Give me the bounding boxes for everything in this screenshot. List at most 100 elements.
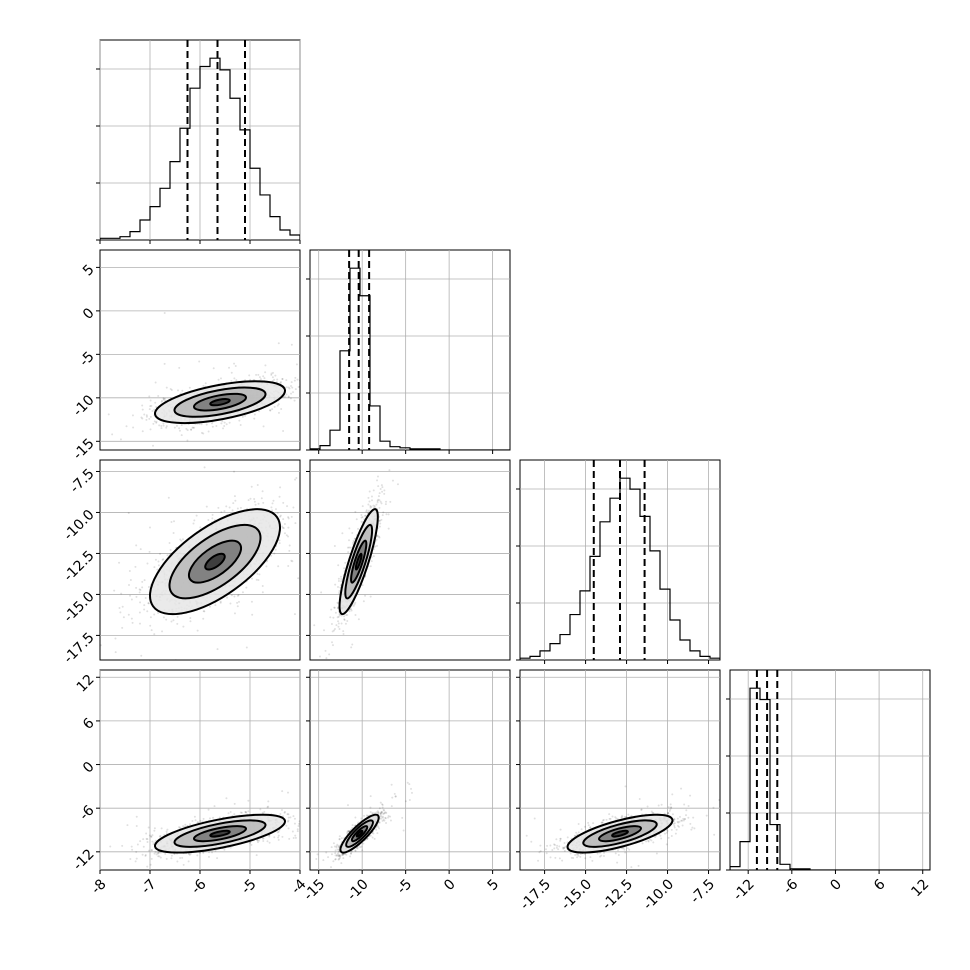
scatter-point — [166, 828, 169, 831]
scatter-point — [225, 423, 228, 426]
scatter-point — [138, 611, 141, 614]
scatter-point — [59, 583, 61, 585]
scatter-point — [235, 379, 238, 382]
scatter-point — [277, 403, 280, 406]
histogram-step — [310, 267, 510, 450]
scatter-point — [262, 837, 265, 840]
scatter-point — [287, 517, 290, 520]
scatter-point — [385, 500, 388, 503]
scatter-point — [140, 654, 143, 657]
scatter-point — [138, 588, 141, 591]
scatter-point — [211, 513, 214, 516]
scatter-point — [348, 527, 351, 530]
scatter-point — [233, 813, 236, 816]
panel-1-1 — [96, 39, 301, 244]
scatter-point — [126, 824, 129, 827]
scatter-point — [178, 366, 181, 369]
scatter-point — [157, 395, 160, 398]
scatter-point — [279, 381, 282, 384]
scatter-point — [195, 666, 197, 668]
scatter-point — [162, 422, 165, 425]
scatter-point — [371, 499, 374, 502]
scatter-point — [274, 548, 277, 551]
scatter-point — [250, 485, 253, 488]
scatter-point — [290, 392, 293, 395]
scatter-point — [145, 837, 148, 840]
scatter-point — [228, 506, 231, 509]
scatter-point — [300, 391, 302, 393]
scatter-point — [225, 797, 228, 800]
scatter-point — [300, 812, 302, 814]
scatter-point — [271, 509, 274, 512]
scatter-point — [165, 857, 168, 860]
scatter-point — [344, 622, 347, 625]
scatter-point — [199, 851, 202, 854]
scatter-point — [302, 819, 304, 821]
scatter-point — [170, 389, 173, 392]
scatter-point — [267, 805, 270, 808]
scatter-point — [286, 505, 289, 508]
scatter-point — [297, 824, 300, 827]
scatter-point — [277, 565, 280, 568]
scatter-point — [107, 413, 110, 416]
scatter-point — [74, 911, 76, 913]
scatter-point — [280, 407, 283, 410]
scatter-point — [270, 554, 273, 557]
scatter-point — [305, 524, 307, 526]
scatter-point — [74, 852, 76, 854]
scatter-point — [154, 558, 157, 561]
scatter-point — [283, 811, 286, 814]
scatter-point — [299, 379, 300, 382]
scatter-point — [144, 596, 147, 599]
scatter-point — [141, 586, 144, 589]
scatter-point — [268, 835, 271, 838]
scatter-point — [273, 405, 276, 408]
scatter-point — [287, 816, 290, 819]
scatter-point — [256, 483, 259, 486]
scatter-point — [247, 799, 250, 802]
scatter-point — [266, 806, 269, 809]
scatter-point — [211, 425, 214, 428]
scatter-point — [73, 724, 75, 726]
scatter-point — [330, 608, 333, 611]
scatter-point — [176, 622, 179, 625]
scatter-point — [159, 856, 162, 859]
scatter-point — [285, 386, 288, 389]
scatter-point — [262, 501, 265, 504]
scatter-point — [307, 821, 309, 823]
scatter-point — [202, 817, 205, 820]
scatter-point — [303, 820, 305, 822]
scatter-point — [136, 843, 139, 846]
scatter-point — [212, 816, 215, 819]
scatter-point — [182, 863, 185, 866]
histogram-step — [100, 57, 300, 240]
scatter-point — [292, 837, 295, 840]
scatter-point — [179, 826, 182, 829]
scatter-point — [299, 392, 300, 394]
scatter-point — [166, 554, 169, 557]
scatter-point — [130, 617, 133, 620]
scatter-point — [163, 362, 166, 365]
scatter-point — [250, 843, 253, 846]
y-tick-label: 12 — [74, 672, 98, 696]
scatter-point — [279, 515, 282, 518]
scatter-point — [185, 427, 188, 430]
scatter-point — [149, 624, 152, 627]
y-tick-label: -10 — [70, 392, 97, 419]
scatter-point — [287, 564, 290, 567]
scatter-point — [255, 854, 258, 857]
scatter-point — [292, 391, 295, 394]
scatter-point — [247, 499, 250, 502]
scatter-point — [159, 835, 162, 838]
scatter-point — [258, 376, 261, 379]
scatter-point — [277, 342, 280, 345]
scatter-point — [176, 860, 179, 863]
scatter-point — [296, 378, 299, 381]
scatter-point — [274, 374, 277, 377]
panel-3-2 — [306, 459, 511, 661]
scatter-point — [162, 873, 164, 875]
scatter-point — [261, 591, 264, 594]
scatter-point — [281, 835, 284, 838]
scatter-point — [301, 814, 303, 816]
